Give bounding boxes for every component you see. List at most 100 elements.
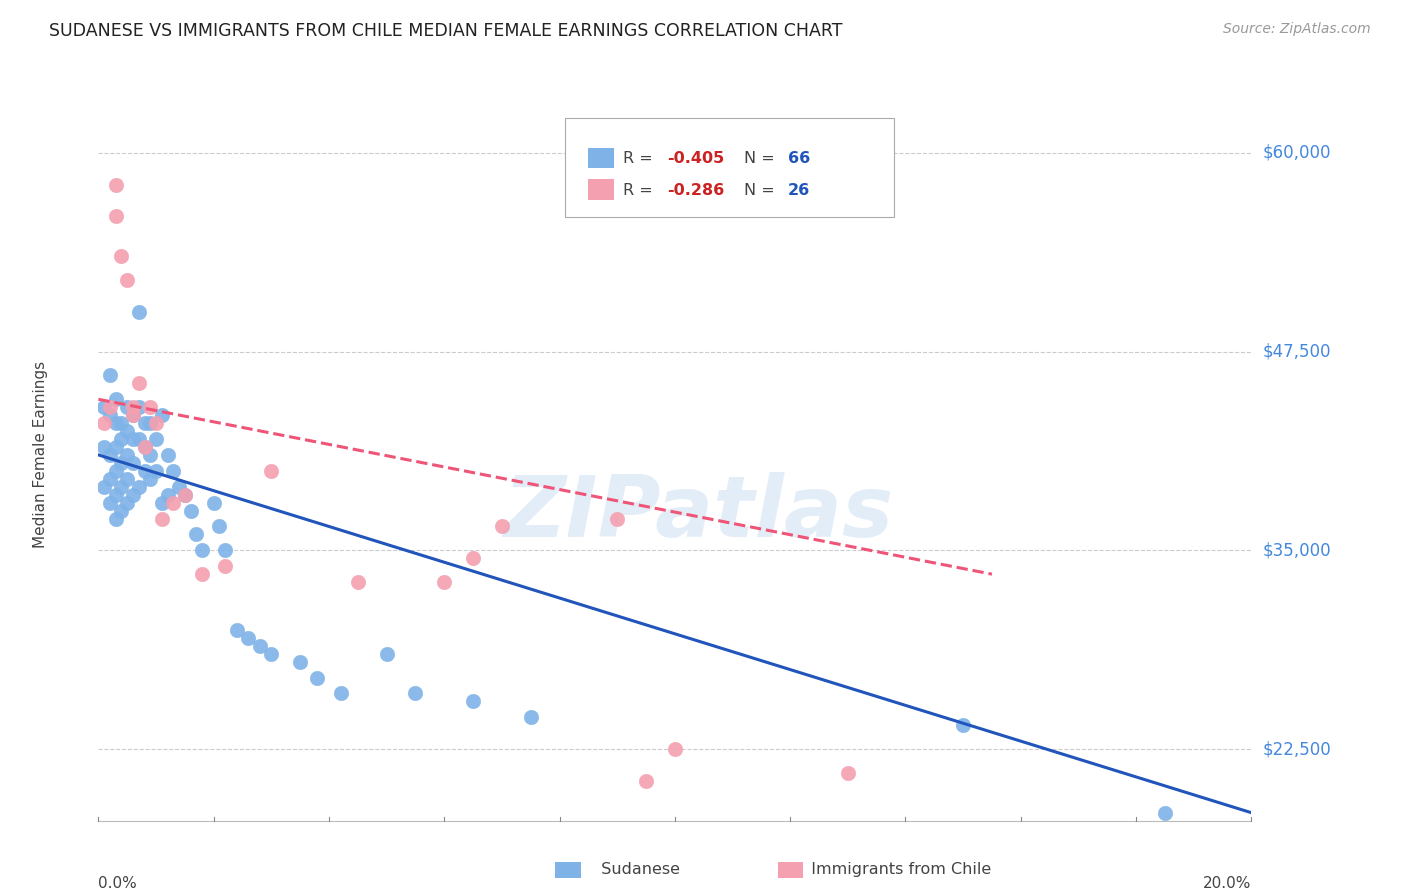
Point [93, 401, 115, 415]
Text: N =: N = [744, 183, 780, 198]
Point [98, 472, 121, 486]
Point [156, 488, 179, 502]
Point [110, 432, 132, 446]
Point [134, 440, 156, 454]
Text: Median Female Earnings: Median Female Earnings [34, 361, 48, 549]
Point [214, 543, 236, 558]
Point [110, 456, 132, 470]
Point [186, 527, 208, 541]
Point [290, 655, 312, 669]
Point [636, 773, 658, 788]
Text: $22,500: $22,500 [1263, 740, 1331, 758]
Point [98, 401, 121, 415]
Text: 20.0%: 20.0% [1204, 876, 1251, 891]
Point [93, 416, 115, 430]
Text: Source: ZipAtlas.com: Source: ZipAtlas.com [1223, 22, 1371, 37]
Point [98, 408, 121, 422]
Point [104, 416, 127, 430]
Text: -0.286: -0.286 [666, 183, 724, 198]
Point [405, 686, 427, 700]
Point [128, 376, 150, 391]
Point [93, 480, 115, 494]
Text: R =: R = [623, 151, 658, 166]
Text: Sudanese: Sudanese [591, 863, 679, 877]
Point [139, 416, 162, 430]
Text: 0.0%: 0.0% [98, 876, 138, 891]
Point [1153, 805, 1175, 820]
Point [150, 511, 173, 525]
Point [329, 686, 352, 700]
FancyBboxPatch shape [588, 179, 614, 200]
Point [952, 718, 974, 732]
Point [191, 543, 214, 558]
Text: 66: 66 [787, 151, 810, 166]
Point [128, 305, 150, 319]
Point [104, 210, 127, 224]
Point [104, 488, 127, 502]
Point [162, 464, 184, 478]
Point [180, 503, 202, 517]
Point [174, 488, 197, 502]
Point [134, 416, 156, 430]
Point [145, 464, 167, 478]
Point [134, 440, 156, 454]
Point [104, 440, 127, 454]
Point [461, 551, 484, 566]
Point [93, 440, 115, 454]
Point [145, 432, 167, 446]
Point [122, 488, 145, 502]
Point [461, 694, 484, 708]
Text: $35,000: $35,000 [1263, 541, 1331, 559]
Point [117, 472, 138, 486]
Point [110, 480, 132, 494]
Point [122, 432, 145, 446]
Text: 26: 26 [787, 183, 810, 198]
Text: SUDANESE VS IMMIGRANTS FROM CHILE MEDIAN FEMALE EARNINGS CORRELATION CHART: SUDANESE VS IMMIGRANTS FROM CHILE MEDIAN… [49, 22, 842, 40]
Point [150, 495, 173, 509]
Point [110, 249, 132, 263]
Point [150, 408, 173, 422]
Text: R =: R = [623, 183, 658, 198]
Point [606, 511, 628, 525]
FancyBboxPatch shape [565, 119, 894, 218]
Text: -0.405: -0.405 [666, 151, 724, 166]
Point [122, 408, 145, 422]
Point [117, 273, 138, 287]
Text: ZIPatlas: ZIPatlas [503, 472, 893, 555]
Point [117, 424, 138, 438]
Point [191, 567, 214, 582]
Point [520, 710, 543, 724]
Point [174, 488, 197, 502]
Point [238, 631, 260, 645]
Point [110, 503, 132, 517]
Point [225, 623, 247, 637]
Point [122, 401, 145, 415]
Text: N =: N = [744, 151, 780, 166]
Point [260, 647, 283, 661]
Point [98, 368, 121, 383]
Point [139, 448, 162, 462]
Point [117, 401, 138, 415]
Point [156, 448, 179, 462]
Point [104, 178, 127, 192]
Point [128, 480, 150, 494]
Point [214, 559, 236, 574]
Point [664, 742, 686, 756]
Text: $60,000: $60,000 [1263, 144, 1331, 161]
Point [139, 401, 162, 415]
Point [104, 464, 127, 478]
Point [110, 416, 132, 430]
Point [162, 495, 184, 509]
Point [128, 432, 150, 446]
Point [167, 480, 190, 494]
Point [104, 511, 127, 525]
Point [346, 575, 368, 590]
Point [128, 401, 150, 415]
FancyBboxPatch shape [588, 148, 614, 169]
Point [134, 464, 156, 478]
Point [375, 647, 398, 661]
Point [122, 408, 145, 422]
Point [433, 575, 456, 590]
Point [98, 448, 121, 462]
Point [491, 519, 513, 533]
